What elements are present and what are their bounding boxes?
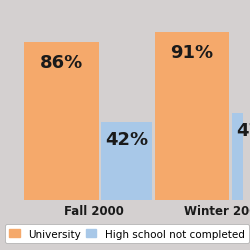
Legend: University, High school not completed: University, High school not completed	[5, 224, 248, 243]
Bar	[24, 42, 98, 200]
Text: 42%: 42%	[105, 130, 148, 148]
Bar	[231, 114, 250, 200]
Text: 47%: 47%	[235, 121, 250, 139]
Bar	[101, 123, 152, 200]
Bar	[154, 33, 228, 200]
Text: 86%: 86%	[40, 53, 83, 71]
Text: 91%: 91%	[170, 44, 213, 62]
